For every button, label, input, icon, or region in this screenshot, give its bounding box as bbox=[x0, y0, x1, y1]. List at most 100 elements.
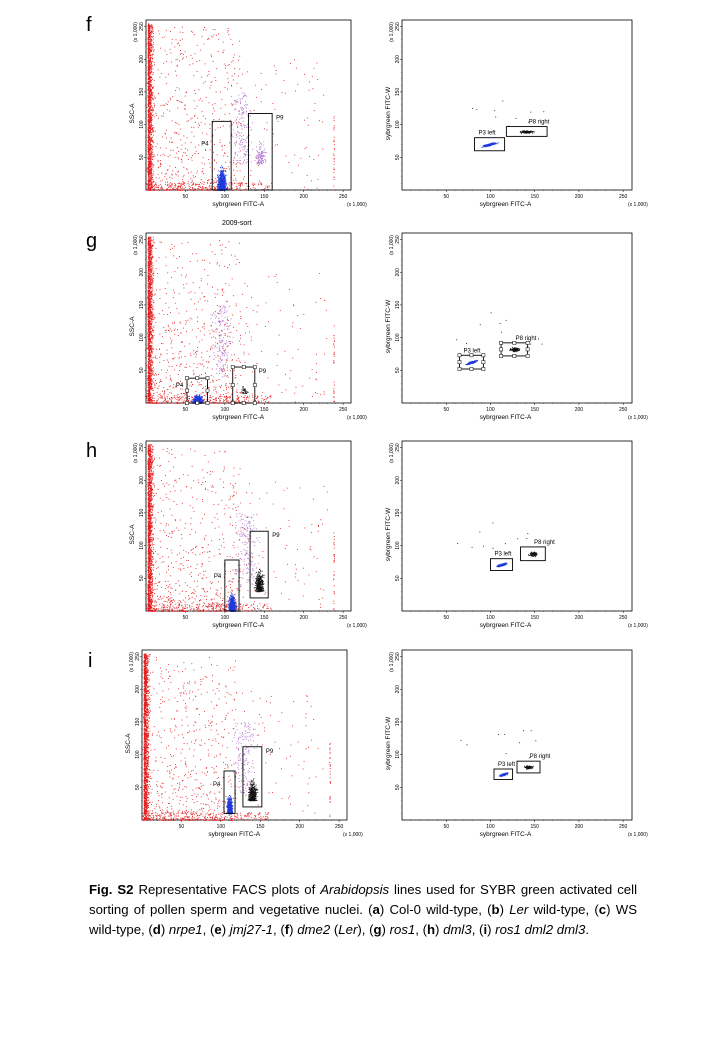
event-dot bbox=[154, 130, 156, 132]
event-dot bbox=[147, 110, 149, 112]
event-dot bbox=[201, 76, 202, 78]
event-dot bbox=[235, 137, 237, 139]
event-dot bbox=[261, 156, 263, 158]
event-dot bbox=[310, 180, 312, 182]
event-dot bbox=[482, 145, 484, 147]
event-dot bbox=[149, 114, 150, 116]
event-dot bbox=[149, 67, 151, 69]
event-dot bbox=[201, 186, 203, 188]
event-dot bbox=[243, 159, 245, 161]
event-dot bbox=[150, 188, 152, 190]
event-dot bbox=[165, 129, 167, 131]
x-tick-label: 50 bbox=[183, 194, 189, 200]
event-dot bbox=[148, 123, 150, 125]
event-dot bbox=[148, 57, 150, 59]
event-dot bbox=[333, 158, 335, 160]
event-dot bbox=[259, 160, 261, 161]
event-dot bbox=[149, 372, 151, 373]
event-dot bbox=[495, 142, 497, 144]
event-dot bbox=[214, 110, 215, 112]
event-dot bbox=[150, 270, 152, 272]
event-dot bbox=[262, 152, 264, 154]
event-dot bbox=[151, 67, 153, 69]
event-dot bbox=[484, 144, 486, 146]
event-dot bbox=[222, 182, 224, 183]
event-dot bbox=[151, 49, 153, 51]
event-dot bbox=[167, 101, 169, 103]
event-dot bbox=[148, 171, 150, 173]
event-dot bbox=[152, 301, 154, 303]
event-dot bbox=[148, 94, 150, 95]
event-dot bbox=[147, 145, 149, 147]
event-dot bbox=[241, 184, 243, 186]
event-dot bbox=[220, 183, 222, 185]
event-dot bbox=[181, 182, 183, 184]
event-dot bbox=[179, 186, 181, 187]
event-dot bbox=[148, 92, 149, 94]
event-dot bbox=[220, 177, 222, 179]
event-dot bbox=[199, 125, 201, 126]
event-dot bbox=[533, 131, 535, 133]
event-dot bbox=[531, 131, 533, 133]
event-dot bbox=[150, 310, 152, 312]
event-dot bbox=[151, 57, 153, 59]
event-dot bbox=[148, 344, 150, 346]
x-tick-label: 100 bbox=[486, 194, 495, 200]
event-dot bbox=[149, 33, 151, 35]
event-dot bbox=[223, 170, 224, 172]
event-dot bbox=[148, 103, 150, 105]
event-dot bbox=[228, 188, 230, 190]
event-dot bbox=[212, 36, 214, 38]
event-dot bbox=[241, 146, 243, 148]
event-dot bbox=[150, 172, 152, 173]
event-dot bbox=[222, 52, 224, 54]
event-dot bbox=[221, 188, 223, 189]
event-dot bbox=[147, 122, 149, 124]
event-dot bbox=[242, 73, 244, 75]
event-dot bbox=[148, 43, 150, 45]
event-dot bbox=[239, 68, 241, 70]
event-dot bbox=[213, 168, 215, 170]
event-dot bbox=[220, 179, 222, 181]
event-dot bbox=[196, 184, 198, 185]
event-dot bbox=[150, 172, 152, 174]
event-dot bbox=[151, 312, 153, 314]
event-dot bbox=[153, 72, 154, 74]
event-dot bbox=[151, 311, 153, 313]
event-dot bbox=[148, 54, 150, 56]
event-dot bbox=[314, 103, 316, 104]
event-dot bbox=[171, 177, 173, 179]
event-dot bbox=[151, 169, 153, 171]
event-dot bbox=[150, 260, 152, 262]
event-dot bbox=[246, 137, 248, 139]
event-dot bbox=[152, 188, 154, 190]
event-dot bbox=[150, 133, 152, 135]
event-dot bbox=[234, 99, 236, 101]
event-dot bbox=[170, 97, 172, 99]
event-dot bbox=[240, 87, 242, 89]
event-dot bbox=[191, 179, 193, 181]
event-dot bbox=[149, 90, 151, 92]
event-dot bbox=[209, 87, 211, 89]
event-dot bbox=[150, 109, 152, 110]
event-dot bbox=[151, 36, 153, 38]
event-dot bbox=[225, 187, 227, 189]
event-dot bbox=[240, 101, 242, 103]
event-dot bbox=[147, 69, 149, 71]
gate-label: P4 bbox=[201, 141, 209, 147]
event-dot bbox=[149, 113, 151, 115]
event-dot bbox=[242, 163, 244, 165]
event-dot bbox=[147, 165, 149, 166]
event-dot bbox=[240, 163, 242, 165]
event-dot bbox=[148, 59, 150, 61]
event-dot bbox=[150, 148, 152, 149]
event-dot bbox=[147, 146, 149, 148]
event-dot bbox=[149, 173, 151, 175]
event-dot bbox=[252, 184, 254, 186]
event-dot bbox=[317, 78, 319, 80]
event-dot bbox=[148, 62, 150, 64]
event-dot bbox=[204, 163, 206, 165]
event-dot bbox=[148, 243, 150, 245]
event-dot bbox=[212, 104, 214, 106]
event-dot bbox=[166, 170, 168, 171]
